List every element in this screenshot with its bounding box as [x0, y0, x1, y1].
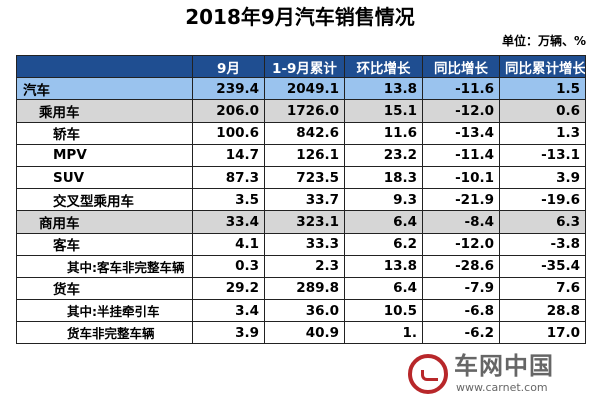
table-cell: 33.3 — [264, 232, 345, 256]
table-cell: 3.9 — [499, 165, 586, 190]
row-label: 其中:客车非完整车辆 — [16, 254, 193, 278]
row-label: 汽车 — [16, 77, 193, 101]
watermark-url: www.carnet.com — [456, 381, 548, 394]
table-row: SUV 87.3 723.5 18.3 -10.1 3.9 — [16, 165, 586, 190]
column-header: 同比增长 — [422, 54, 500, 79]
table-cell: 842.6 — [264, 121, 345, 145]
table-cell: -7.9 — [422, 276, 500, 301]
table-cell: 2.3 — [264, 254, 345, 278]
table-cell: 9.3 — [344, 188, 423, 212]
column-header: 1-9月累计 — [264, 54, 345, 79]
table-row: 交叉型乘用车 3.5 33.7 9.3 -21.9 -19.6 — [16, 188, 586, 212]
table-row: 货车 29.2 289.8 6.4 -7.9 7.6 — [16, 276, 586, 301]
row-label: 乘用车 — [16, 99, 193, 123]
row-label: MPV — [16, 143, 193, 167]
table-cell: 14.7 — [192, 143, 265, 167]
table-cell: -11.6 — [422, 77, 500, 101]
table-cell: 33.4 — [192, 210, 265, 234]
table-cell: -6.2 — [422, 321, 500, 345]
table-row: 其中:客车非完整车辆 0.3 2.3 13.8 -28.6 -35.4 — [16, 254, 586, 278]
column-header: 同比累计增长 — [499, 54, 586, 79]
table-cell: 87.3 — [192, 165, 265, 190]
table-cell: 126.1 — [264, 143, 345, 167]
table-cell: 23.2 — [344, 143, 423, 167]
table-cell: -13.1 — [499, 143, 586, 167]
table-cell: -13.4 — [422, 121, 500, 145]
row-label: 轿车 — [16, 121, 193, 145]
table-cell: 239.4 — [192, 77, 265, 101]
row-label: 客车 — [16, 232, 193, 256]
table-cell: 6.2 — [344, 232, 423, 256]
table-cell: 3.5 — [192, 188, 265, 212]
table-cell: 40.9 — [264, 321, 345, 345]
table-cell: 17.0 — [499, 321, 586, 345]
row-label: 交叉型乘用车 — [16, 188, 193, 212]
header-corner — [16, 54, 193, 79]
table-cell: -3.8 — [499, 232, 586, 256]
table-cell: 3.9 — [192, 321, 265, 345]
table-cell: -28.6 — [422, 254, 500, 278]
table-cell: 100.6 — [192, 121, 265, 145]
table-cell: 6.4 — [344, 276, 423, 301]
table-row: 汽车 239.4 2049.1 13.8 -11.6 1.5 — [16, 77, 586, 101]
table-cell: -6.8 — [422, 299, 500, 323]
table-cell: -19.6 — [499, 188, 586, 212]
table-row: 轿车 100.6 842.6 11.6 -13.4 1.3 — [16, 121, 586, 145]
table-cell: 6.4 — [344, 210, 423, 234]
table-cell: 1726.0 — [264, 99, 345, 123]
table-row: 其中:半挂牵引车 3.4 36.0 10.5 -6.8 28.8 — [16, 299, 586, 323]
carnet-logo-icon — [408, 354, 448, 394]
table-cell: 36.0 — [264, 299, 345, 323]
table-cell: 29.2 — [192, 276, 265, 301]
table-cell: -35.4 — [499, 254, 586, 278]
sales-table: 9月 1-9月累计 环比增长 同比增长 同比累计增长 汽车 239.4 2049.1 13.8… — [16, 54, 586, 345]
table-cell: 323.1 — [264, 210, 345, 234]
table-cell: 289.8 — [264, 276, 345, 301]
table-cell: 4.1 — [192, 232, 265, 256]
table-row: 货车非完整车辆 3.9 40.9 1. -6.2 17.0 — [16, 321, 586, 345]
table-cell: -11.4 — [422, 143, 500, 167]
table-cell: 0.3 — [192, 254, 265, 278]
table-cell: -12.0 — [422, 99, 500, 123]
row-label: 商用车 — [16, 210, 193, 234]
table-cell: 3.4 — [192, 299, 265, 323]
table-cell: 0.6 — [499, 99, 586, 123]
table-cell: 1. — [344, 321, 423, 345]
table-cell: -10.1 — [422, 165, 500, 190]
table-cell: 2049.1 — [264, 77, 345, 101]
table-cell: -8.4 — [422, 210, 500, 234]
table-row: 客车 4.1 33.3 6.2 -12.0 -3.8 — [16, 232, 586, 256]
table-cell: 1.3 — [499, 121, 586, 145]
table-cell: 6.3 — [499, 210, 586, 234]
table-cell: 28.8 — [499, 299, 586, 323]
table-cell: 723.5 — [264, 165, 345, 190]
table-cell: 13.8 — [344, 254, 423, 278]
table-cell: 11.6 — [344, 121, 423, 145]
table-row: 商用车 33.4 323.1 6.4 -8.4 6.3 — [16, 210, 586, 234]
page-title: 2018年9月汽车销售情况 — [185, 5, 415, 29]
row-label: SUV — [16, 165, 193, 190]
table-cell: -21.9 — [422, 188, 500, 212]
table-cell: 18.3 — [344, 165, 423, 190]
column-header: 9月 — [192, 54, 265, 79]
table-cell: -12.0 — [422, 232, 500, 256]
watermark-text: 车网中国 — [454, 352, 554, 380]
table-row: MPV 14.7 126.1 23.2 -11.4 -13.1 — [16, 143, 586, 167]
row-label: 货车非完整车辆 — [16, 321, 193, 345]
table-cell: 7.6 — [499, 276, 586, 301]
table-cell: 15.1 — [344, 99, 423, 123]
unit-label: 单位：万辆、% — [501, 34, 586, 48]
table-row: 乘用车 206.0 1726.0 15.1 -12.0 0.6 — [16, 99, 586, 123]
row-label: 其中:半挂牵引车 — [16, 299, 193, 323]
watermark: 车网中国 www.carnet.com — [404, 352, 594, 400]
row-label: 货车 — [16, 276, 193, 301]
table-body: 汽车 239.4 2049.1 13.8 -11.6 1.5 乘用车 206.0 1726.0 1… — [16, 77, 586, 345]
table-cell: 206.0 — [192, 99, 265, 123]
table-cell: 1.5 — [499, 77, 586, 101]
table-header-row: 9月 1-9月累计 环比增长 同比增长 同比累计增长 — [16, 54, 586, 79]
table-cell: 10.5 — [344, 299, 423, 323]
column-header: 环比增长 — [344, 54, 423, 79]
table-cell: 33.7 — [264, 188, 345, 212]
table-cell: 13.8 — [344, 77, 423, 101]
